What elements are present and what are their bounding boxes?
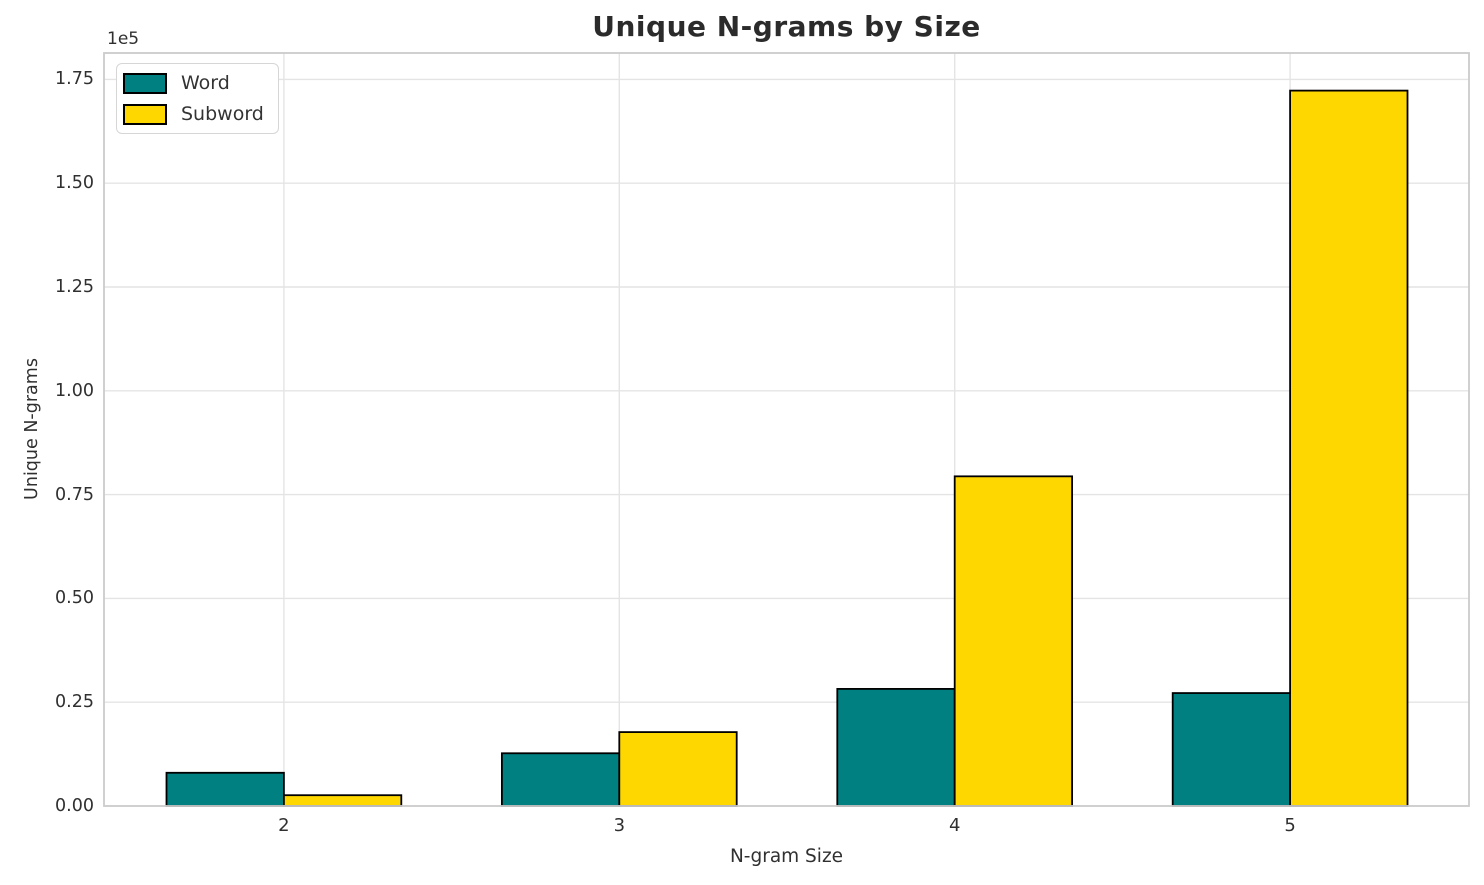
x-tick-label-2: 2: [278, 815, 290, 836]
y-tick-label-1.50: 1.50: [55, 173, 94, 194]
y-tick-label-0.75: 0.75: [55, 484, 94, 505]
legend-item-word: Word: [123, 72, 264, 94]
x-tick-label-3: 3: [613, 815, 626, 836]
x-tick-label-5: 5: [1284, 815, 1296, 836]
bar-word-4: [836, 688, 956, 807]
x-tick-label-4: 4: [948, 815, 961, 836]
y-tick-label-0.50: 0.50: [55, 588, 94, 609]
legend: Word Subword: [116, 63, 279, 134]
word-color-swatch-icon: [123, 72, 167, 94]
bar-subword-4: [953, 475, 1074, 807]
bar-subword-5: [1289, 89, 1409, 807]
y-tick-label-1.75: 1.75: [55, 69, 94, 90]
subword-color-swatch-icon: [123, 103, 167, 125]
bar-word-3: [500, 752, 621, 807]
y-tick-label-0.00: 0.00: [55, 796, 94, 816]
bar-subword-3: [618, 731, 738, 807]
bar-word-2: [165, 771, 285, 807]
y-axis-offset-text: 1e5: [107, 29, 140, 49]
x-axis-label: N-gram Size: [729, 846, 844, 867]
y-axis-label: Unique N-grams: [22, 358, 42, 500]
legend-label-word: Word: [181, 72, 230, 94]
chart-title: Unique N-grams by Size: [592, 10, 981, 43]
y-tick-label-1.00: 1.00: [55, 380, 94, 401]
plot-background: [104, 53, 1469, 806]
plot-border: [103, 52, 1470, 807]
bar-word-5: [1171, 692, 1291, 807]
bar-subword-2: [282, 794, 403, 807]
y-tick-label-0.25: 0.25: [55, 692, 94, 713]
legend-label-subword: Subword: [181, 103, 264, 125]
legend-item-subword: Subword: [123, 103, 264, 125]
y-tick-label-1.25: 1.25: [55, 277, 94, 297]
